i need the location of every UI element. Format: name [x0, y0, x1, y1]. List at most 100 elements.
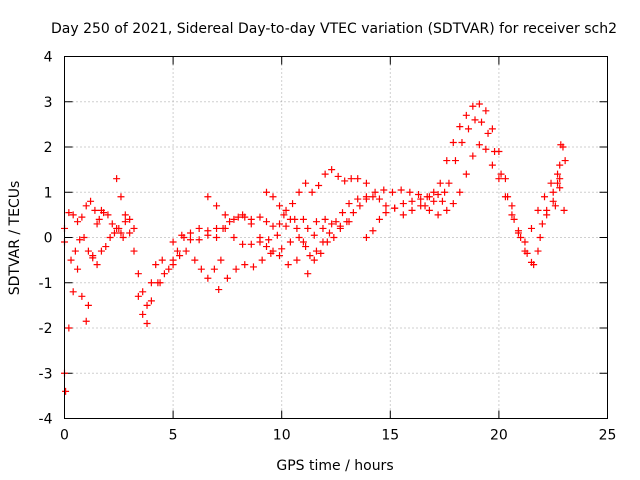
data-point — [258, 256, 266, 264]
data-point — [267, 249, 275, 257]
data-point — [165, 265, 173, 273]
y-tick-label: 0 — [44, 231, 53, 247]
data-point — [456, 123, 464, 131]
data-point — [527, 224, 535, 232]
data-point — [408, 206, 416, 214]
data-point — [82, 202, 90, 210]
data-point — [117, 193, 125, 201]
data-point — [312, 218, 320, 226]
data-point — [315, 181, 323, 189]
data-point — [173, 247, 181, 255]
data-point — [93, 220, 101, 228]
data-point — [482, 107, 490, 115]
data-point — [178, 231, 186, 239]
data-point — [475, 141, 483, 149]
data-point — [97, 247, 105, 255]
data-point — [143, 301, 151, 309]
data-point — [478, 118, 486, 126]
data-point — [443, 157, 451, 165]
data-point — [247, 240, 255, 248]
series-track-i — [215, 218, 353, 294]
data-point — [421, 202, 429, 210]
data-point — [286, 215, 294, 223]
data-point — [93, 261, 101, 269]
data-point — [82, 317, 90, 325]
data-point — [456, 188, 464, 196]
data-point — [295, 234, 303, 241]
data-point — [230, 234, 238, 241]
series-track-d — [113, 175, 177, 309]
data-point — [256, 234, 264, 241]
data-point — [484, 129, 492, 137]
data-point — [425, 206, 433, 214]
data-point — [349, 209, 357, 217]
data-point — [425, 193, 433, 201]
data-point — [434, 191, 442, 199]
data-point — [249, 263, 257, 271]
data-point — [534, 247, 542, 255]
data-point — [276, 202, 284, 210]
data-point — [197, 265, 205, 273]
data-point — [221, 224, 229, 232]
data-point — [299, 215, 307, 223]
data-point — [76, 236, 84, 244]
series-track-n — [421, 100, 564, 266]
data-point — [239, 211, 247, 219]
data-point — [536, 234, 544, 241]
y-tick-label: 2 — [44, 140, 53, 156]
data-point — [475, 100, 483, 108]
x-axis-label: GPS time / hours — [276, 458, 393, 474]
data-point — [126, 229, 134, 237]
data-point — [139, 288, 147, 296]
data-point — [210, 265, 218, 273]
data-point — [430, 197, 438, 205]
data-point — [310, 231, 318, 239]
data-point — [269, 193, 277, 201]
data-point — [469, 102, 477, 110]
data-point — [293, 224, 301, 232]
data-point — [341, 177, 349, 185]
data-point — [495, 175, 503, 183]
data-point — [471, 116, 479, 124]
data-point — [134, 292, 142, 300]
data-point — [74, 218, 82, 226]
data-point — [345, 200, 353, 208]
x-tick-label: 15 — [381, 428, 399, 444]
data-point — [65, 209, 73, 217]
data-point — [547, 179, 555, 187]
data-point — [559, 143, 567, 151]
data-point — [247, 220, 255, 228]
data-point — [126, 215, 134, 223]
data-point — [84, 301, 92, 309]
data-point — [204, 231, 212, 239]
x-tick-label: 20 — [490, 428, 508, 444]
data-point — [501, 175, 509, 183]
data-point — [445, 179, 453, 187]
data-point — [551, 202, 559, 210]
plot-frame — [64, 56, 608, 419]
data-point — [443, 206, 451, 214]
y-tick-label: 4 — [44, 50, 53, 66]
data-point — [321, 215, 329, 223]
data-point — [451, 157, 459, 165]
data-point — [230, 215, 238, 223]
data-point — [497, 170, 505, 178]
data-point — [488, 161, 496, 169]
data-point — [382, 209, 390, 217]
data-point — [391, 204, 399, 212]
data-point — [319, 224, 327, 232]
y-tick-label: -2 — [39, 321, 53, 337]
y-axis-label: SDTVAR / TECUs — [7, 181, 23, 296]
data-point — [560, 206, 568, 214]
data-point — [115, 224, 123, 232]
data-point — [328, 220, 336, 228]
data-point — [69, 211, 77, 219]
data-point — [325, 229, 333, 237]
data-point — [156, 279, 164, 287]
data-point — [80, 234, 88, 241]
data-point — [556, 184, 564, 192]
data-point — [176, 252, 184, 260]
data-point — [530, 261, 538, 269]
data-point — [62, 387, 70, 395]
data-point — [323, 238, 331, 246]
